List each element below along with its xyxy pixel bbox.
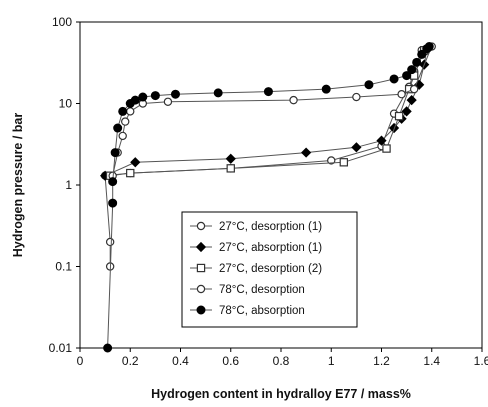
data-point bbox=[409, 84, 419, 94]
x-tick-label: 0.4 bbox=[172, 354, 189, 368]
data-point bbox=[417, 49, 427, 59]
plot-area: 0 0.2 0.4 0.6 0.8 1 1.2 1.4 1.6 0.01 0.1 1 10 100 Hydr… bbox=[11, 15, 488, 401]
data-point bbox=[121, 117, 130, 126]
data-point bbox=[126, 107, 135, 116]
data-point bbox=[225, 153, 236, 164]
legend-label: 27°C, desorption (1) bbox=[219, 221, 322, 233]
data-point bbox=[118, 106, 128, 116]
x-tick-label: 1.6 bbox=[474, 354, 488, 368]
legend-marker bbox=[196, 305, 206, 315]
series-line bbox=[112, 46, 433, 176]
data-point bbox=[130, 95, 140, 105]
data-point bbox=[401, 106, 412, 117]
series-3 bbox=[108, 42, 436, 180]
legend-box bbox=[181, 211, 358, 328]
data-point bbox=[364, 80, 374, 90]
data-point bbox=[376, 135, 387, 146]
y-tick-label: 1 bbox=[65, 178, 72, 192]
x-axis-title: Hydrogen content in hydralloy E77 / mass… bbox=[151, 387, 411, 401]
data-point bbox=[108, 198, 118, 208]
series-line bbox=[104, 50, 428, 177]
data-point bbox=[113, 123, 123, 133]
data-point bbox=[130, 157, 141, 168]
data-point bbox=[301, 147, 312, 158]
legend-label: 78°C, desorption bbox=[219, 284, 305, 296]
data-point bbox=[351, 142, 362, 153]
data-point bbox=[389, 74, 399, 84]
data-point bbox=[118, 131, 127, 141]
data-point bbox=[105, 237, 115, 247]
legend-marker bbox=[195, 241, 207, 253]
data-point bbox=[126, 168, 135, 178]
legend-label: 78°C, absorption bbox=[219, 305, 305, 317]
data-point bbox=[289, 95, 298, 105]
series-line bbox=[110, 50, 425, 177]
x-tick-label: 1.4 bbox=[423, 354, 440, 368]
legend: 27°C, desorption (1) 27°C, absorption (1)… bbox=[181, 211, 358, 328]
y-axis-title: Hydrogen pressure / bar bbox=[11, 113, 25, 258]
data-point bbox=[406, 95, 417, 106]
x-tick-label: 0.6 bbox=[222, 354, 239, 368]
data-point bbox=[327, 156, 336, 165]
x-tick-label: 1 bbox=[328, 354, 335, 368]
data-point bbox=[321, 84, 331, 94]
data-point bbox=[108, 177, 118, 187]
series-1 bbox=[100, 45, 432, 181]
data-point bbox=[263, 87, 273, 97]
data-point bbox=[352, 92, 361, 102]
data-point bbox=[103, 343, 113, 353]
data-point bbox=[382, 144, 391, 153]
y-tick-label: 0.1 bbox=[55, 260, 72, 274]
legend-label: 27°C, absorption (1) bbox=[219, 242, 322, 254]
legend-marker bbox=[196, 221, 206, 231]
x-tick-label: 0.8 bbox=[273, 354, 290, 368]
data-point bbox=[402, 71, 412, 81]
data-point bbox=[138, 92, 148, 102]
x-tick-label: 1.2 bbox=[373, 354, 390, 368]
data-point bbox=[397, 90, 406, 99]
series-2 bbox=[105, 46, 429, 180]
data-point bbox=[424, 42, 434, 52]
x-tick-label: 0.2 bbox=[122, 354, 139, 368]
data-point bbox=[110, 148, 120, 158]
x-tick-label: 0 bbox=[77, 354, 84, 368]
y-tick-label: 100 bbox=[52, 15, 72, 29]
data-point bbox=[407, 65, 417, 75]
y-tick-label: 0.01 bbox=[49, 341, 73, 355]
legend-marker bbox=[196, 263, 206, 273]
data-point bbox=[163, 97, 173, 106]
data-point bbox=[226, 164, 235, 173]
data-point bbox=[394, 111, 404, 121]
data-point bbox=[170, 89, 180, 99]
data-point bbox=[213, 88, 223, 98]
data-point bbox=[412, 57, 422, 67]
legend-label: 27°C, desorption (2) bbox=[219, 263, 322, 275]
legend-marker bbox=[196, 284, 206, 294]
data-point bbox=[339, 158, 349, 167]
y-tick-label: 10 bbox=[59, 97, 73, 111]
data-point bbox=[150, 91, 160, 101]
series-4 bbox=[103, 42, 434, 353]
